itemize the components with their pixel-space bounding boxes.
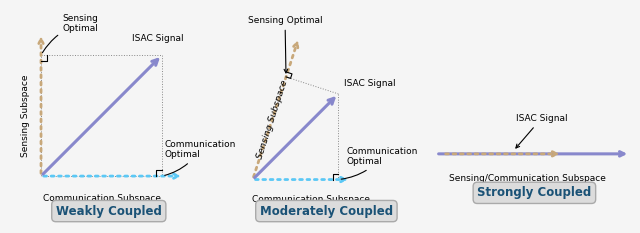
Text: Communication Subspace: Communication Subspace <box>252 195 370 204</box>
Text: Sensing
Optimal: Sensing Optimal <box>42 14 99 53</box>
Text: Weakly Coupled: Weakly Coupled <box>56 205 162 218</box>
Text: ISAC Signal: ISAC Signal <box>516 114 567 148</box>
Text: ISAC Signal: ISAC Signal <box>344 79 396 88</box>
Text: Strongly Coupled: Strongly Coupled <box>477 186 591 199</box>
Text: Moderately Coupled: Moderately Coupled <box>260 205 393 218</box>
Text: Communication
Optimal: Communication Optimal <box>341 147 418 179</box>
Text: Sensing Optimal: Sensing Optimal <box>248 16 323 73</box>
Text: Communication
Optimal: Communication Optimal <box>164 140 236 175</box>
Text: Sensing Subspace: Sensing Subspace <box>255 79 289 160</box>
Text: ISAC Signal: ISAC Signal <box>132 34 184 43</box>
Text: Sensing Subspace: Sensing Subspace <box>20 74 30 157</box>
Text: Communication Subspace: Communication Subspace <box>42 194 161 203</box>
Text: Sensing/Communication Subspace: Sensing/Communication Subspace <box>449 174 606 183</box>
